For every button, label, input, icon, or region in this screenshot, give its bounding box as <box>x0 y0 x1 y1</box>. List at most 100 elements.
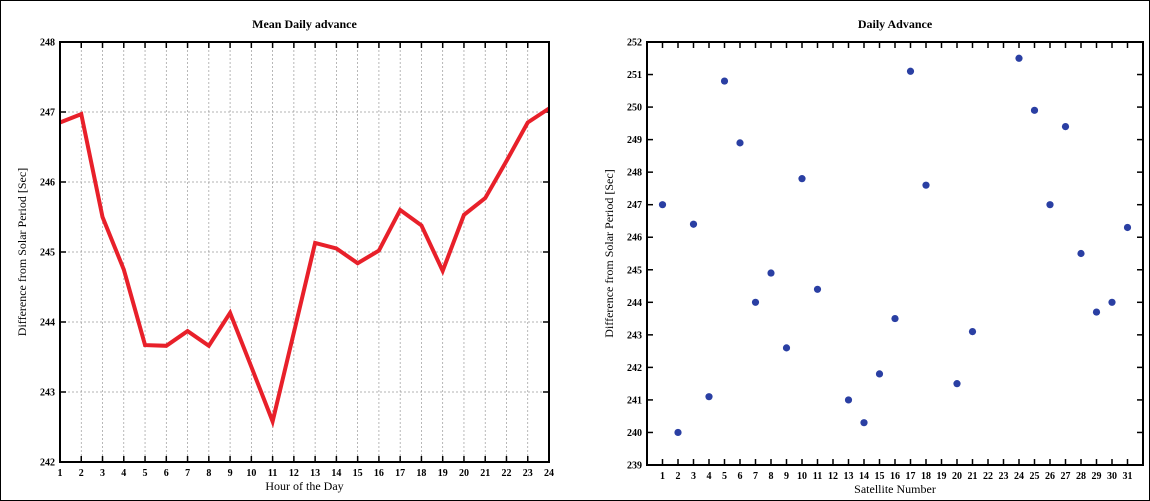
x-tick-label: 15 <box>875 471 885 482</box>
x-tick-label: 25 <box>1030 471 1040 482</box>
y-tick-label: 251 <box>627 70 642 81</box>
chart-title: Daily Advance <box>858 17 933 31</box>
x-tick-label: 14 <box>859 471 869 482</box>
x-tick-label: 18 <box>921 471 931 482</box>
scatter-point <box>953 380 961 388</box>
x-tick-label: 9 <box>228 468 233 479</box>
x-tick-label: 22 <box>501 468 511 479</box>
x-tick-label: 27 <box>1061 471 1071 482</box>
scatter-point <box>860 419 868 427</box>
scatter-point <box>1030 106 1039 114</box>
scatter-point <box>1092 308 1101 316</box>
y-axis-title: Difference from Solar Period [Sec] <box>602 169 616 337</box>
x-tick-label: 24 <box>1014 471 1024 482</box>
scatter-point <box>1123 223 1132 232</box>
x-tick-label: 28 <box>1076 471 1086 482</box>
x-axis-title: Hour of the Day <box>265 479 343 493</box>
scatter-point <box>751 298 760 306</box>
x-tick-label: 22 <box>983 471 993 482</box>
x-tick-label: 29 <box>1092 471 1102 482</box>
y-tick-label: 248 <box>627 168 642 179</box>
y-tick-label: 243 <box>627 330 642 341</box>
y-tick-label: 246 <box>40 178 55 189</box>
scatter-point <box>968 327 977 336</box>
x-tick-label: 20 <box>459 468 469 479</box>
scatter-point <box>813 285 822 293</box>
y-tick-label: 244 <box>40 318 55 329</box>
x-tick-label: 16 <box>374 468 384 479</box>
y-tick-label: 246 <box>627 233 642 244</box>
scatter-point <box>720 77 729 85</box>
x-tick-label: 5 <box>722 471 727 482</box>
plot-area-border <box>646 41 1144 466</box>
y-tick-label: 240 <box>627 428 642 439</box>
x-tick-label: 19 <box>937 471 947 482</box>
x-tick-label: 24 <box>544 468 554 479</box>
x-tick-label: 13 <box>310 468 320 479</box>
y-tick-label: 252 <box>627 38 642 49</box>
x-tick-label: 11 <box>268 468 277 479</box>
x-tick-label: 5 <box>143 468 148 479</box>
x-tick-label: 26 <box>1045 471 1055 482</box>
y-tick-label: 242 <box>627 363 642 374</box>
x-tick-label: 14 <box>331 468 341 479</box>
x-tick-label: 7 <box>753 471 758 482</box>
x-tick-label: 6 <box>164 468 169 479</box>
y-tick-label: 245 <box>40 248 55 259</box>
x-tick-label: 17 <box>906 471 916 482</box>
chart-title: Mean Daily advance <box>252 17 357 31</box>
x-tick-label: 2 <box>79 468 84 479</box>
scatter-point <box>1015 54 1023 62</box>
y-tick-label: 249 <box>627 135 642 146</box>
x-tick-label: 13 <box>844 471 854 482</box>
x-axis-title: Satellite Number <box>854 482 936 496</box>
scatter-point <box>1077 249 1085 258</box>
scatter-point <box>1046 201 1054 209</box>
scatter-point <box>689 220 698 228</box>
scatter-point <box>875 370 884 378</box>
plot-area-border <box>59 41 550 463</box>
x-tick-label: 11 <box>813 471 822 482</box>
x-tick-label: 15 <box>353 468 363 479</box>
scatter-point <box>891 314 899 323</box>
x-tick-label: 4 <box>707 471 712 482</box>
x-tick-label: 10 <box>797 471 807 482</box>
y-tick-label: 247 <box>40 108 55 119</box>
scatter-point <box>844 396 853 404</box>
series-line <box>59 106 551 429</box>
scatter-point <box>1061 123 1070 131</box>
x-tick-label: 12 <box>289 468 299 479</box>
x-tick-label: 21 <box>968 471 978 482</box>
scatter-point <box>658 201 667 209</box>
x-tick-label: 6 <box>738 471 743 482</box>
scatter-point <box>674 428 682 437</box>
scatter-point <box>736 139 744 147</box>
x-tick-label: 1 <box>58 468 63 479</box>
scatter-point <box>705 393 713 401</box>
y-tick-label: 242 <box>40 458 55 469</box>
scatter-point <box>782 344 791 352</box>
x-tick-label: 20 <box>952 471 962 482</box>
x-tick-label: 10 <box>246 468 256 479</box>
scatter-point <box>1108 298 1116 306</box>
x-tick-label: 30 <box>1107 471 1117 482</box>
y-tick-label: 244 <box>627 298 642 309</box>
x-tick-label: 8 <box>769 471 774 482</box>
x-tick-label: 31 <box>1123 471 1133 482</box>
x-tick-label: 3 <box>100 468 105 479</box>
y-tick-label: 243 <box>40 388 55 399</box>
x-tick-label: 17 <box>395 468 405 479</box>
x-tick-label: 1 <box>660 471 665 482</box>
x-tick-label: 12 <box>828 471 838 482</box>
y-tick-label: 247 <box>627 200 642 211</box>
x-tick-label: 23 <box>523 468 533 479</box>
scatter-point <box>922 181 930 189</box>
y-tick-label: 241 <box>627 395 642 406</box>
x-tick-label: 7 <box>185 468 190 479</box>
scatter-point <box>798 175 806 183</box>
scatter-point <box>906 67 915 75</box>
y-tick-label: 239 <box>627 461 642 472</box>
x-tick-label: 16 <box>890 471 900 482</box>
x-tick-label: 2 <box>676 471 681 482</box>
